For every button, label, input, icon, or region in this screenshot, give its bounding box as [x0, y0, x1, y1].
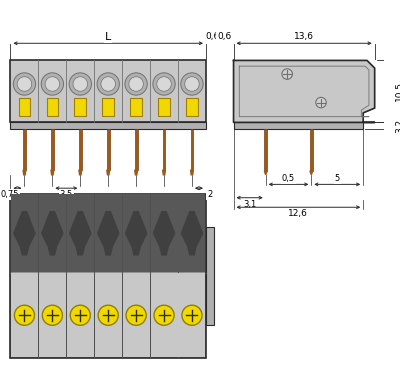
Bar — [234, 122, 363, 129]
Bar — [39, 273, 66, 358]
Circle shape — [185, 77, 199, 91]
Circle shape — [73, 77, 88, 91]
Polygon shape — [126, 212, 147, 255]
Polygon shape — [154, 212, 175, 255]
Polygon shape — [181, 212, 202, 255]
Bar — [11, 273, 38, 358]
Polygon shape — [98, 212, 119, 255]
Circle shape — [125, 73, 147, 95]
Circle shape — [316, 97, 326, 108]
Bar — [23, 129, 26, 170]
Bar — [123, 273, 150, 358]
Circle shape — [97, 73, 119, 95]
Polygon shape — [234, 60, 375, 122]
Bar — [178, 273, 206, 358]
Bar — [102, 98, 114, 116]
Bar — [264, 129, 267, 171]
Bar — [206, 227, 214, 325]
Bar — [310, 129, 313, 171]
Bar — [107, 129, 110, 170]
Text: 10,5: 10,5 — [395, 81, 400, 101]
Circle shape — [182, 305, 202, 325]
Circle shape — [154, 305, 174, 325]
Bar — [158, 98, 170, 116]
Circle shape — [126, 305, 146, 325]
Circle shape — [70, 305, 90, 325]
Text: 0,5: 0,5 — [282, 174, 295, 183]
Circle shape — [14, 305, 34, 325]
Circle shape — [181, 73, 203, 95]
Polygon shape — [23, 170, 26, 175]
Text: 12,6: 12,6 — [288, 209, 308, 218]
Bar — [135, 129, 138, 170]
Bar — [95, 194, 122, 272]
Polygon shape — [51, 170, 54, 175]
Polygon shape — [190, 170, 193, 175]
Bar — [190, 129, 193, 170]
Text: 5: 5 — [335, 174, 340, 183]
Polygon shape — [163, 170, 166, 175]
Text: 3,5: 3,5 — [60, 190, 73, 199]
Polygon shape — [135, 170, 138, 175]
Text: 0,6: 0,6 — [217, 32, 231, 41]
Bar — [39, 194, 66, 272]
Circle shape — [41, 73, 64, 95]
Bar — [123, 194, 150, 272]
Bar — [10, 60, 206, 122]
Bar — [79, 129, 82, 170]
Bar — [10, 194, 206, 358]
Bar — [163, 129, 166, 170]
Polygon shape — [264, 171, 267, 175]
Bar — [18, 98, 30, 116]
Bar — [186, 98, 198, 116]
Polygon shape — [310, 171, 313, 175]
Polygon shape — [14, 212, 35, 255]
Circle shape — [69, 73, 92, 95]
Circle shape — [129, 77, 143, 91]
Polygon shape — [70, 212, 91, 255]
Bar — [67, 273, 94, 358]
Polygon shape — [107, 170, 110, 175]
Circle shape — [153, 73, 175, 95]
Bar — [150, 273, 178, 358]
Circle shape — [13, 73, 36, 95]
Bar — [67, 194, 94, 272]
Circle shape — [17, 77, 32, 91]
Circle shape — [101, 77, 116, 91]
Circle shape — [45, 77, 60, 91]
Text: 0,6: 0,6 — [206, 32, 220, 41]
Text: 0,75: 0,75 — [0, 190, 19, 199]
Polygon shape — [79, 170, 82, 175]
Circle shape — [98, 305, 118, 325]
Bar — [46, 98, 58, 116]
Bar — [11, 194, 38, 272]
Bar — [74, 98, 86, 116]
Bar — [130, 98, 142, 116]
Circle shape — [42, 305, 62, 325]
Text: 3,2: 3,2 — [395, 119, 400, 133]
Bar — [150, 194, 178, 272]
Circle shape — [282, 69, 292, 79]
Circle shape — [157, 77, 171, 91]
Bar — [51, 129, 54, 170]
Bar — [178, 194, 206, 272]
Text: 13,6: 13,6 — [294, 32, 314, 41]
Text: 3,1: 3,1 — [243, 200, 256, 209]
Bar — [10, 122, 206, 129]
Polygon shape — [42, 212, 63, 255]
Bar — [95, 273, 122, 358]
Text: 2: 2 — [207, 190, 212, 199]
Text: L: L — [105, 31, 111, 41]
